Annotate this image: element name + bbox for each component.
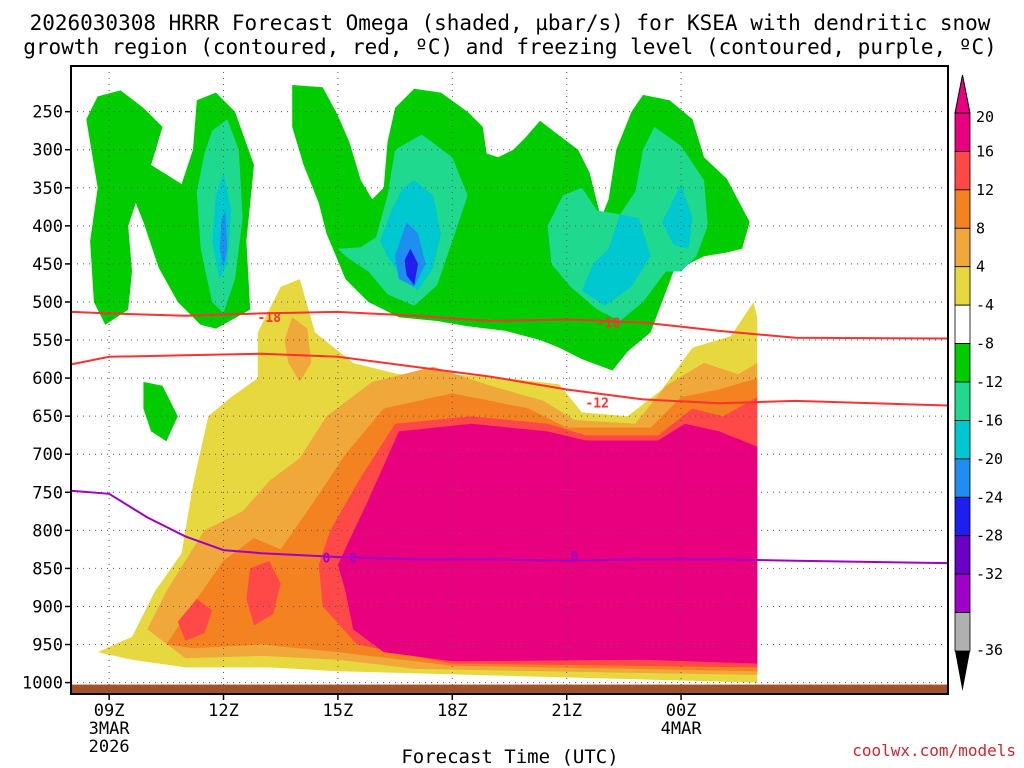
colorbar-label-4: 4 <box>976 258 985 276</box>
chart-title-line-2: growth region (contoured, red, ºC) and f… <box>23 35 997 59</box>
x-tick-sublabel-00Z: 4MAR <box>661 719 703 739</box>
x-tick-sublabel-09Z: 3MAR <box>89 719 131 739</box>
y-tick-label-700: 700 <box>32 445 63 465</box>
omega-region-m20 <box>219 210 228 268</box>
omega-region-m16 <box>662 184 693 249</box>
x-tick-label-18Z: 18Z <box>437 701 468 721</box>
colorbar-segment-1 <box>954 151 971 191</box>
colorbar-label-11: -28 <box>976 527 1003 545</box>
y-tick-label-800: 800 <box>32 521 63 541</box>
contour-label-2: -12 <box>585 396 608 411</box>
contour-dendritic-growth-upper <box>71 310 948 340</box>
plot-area: -18 -18 -12 0 0 0 <box>70 65 949 695</box>
y-tick-label-650: 650 <box>32 407 63 427</box>
colorbar-label-3: 8 <box>976 219 985 237</box>
x-tick-label-00Z: 00Z <box>666 701 697 721</box>
colorbar-segment-2 <box>954 189 971 229</box>
colorbar-segment-6 <box>954 343 971 383</box>
colorbar-segment-10 <box>954 496 971 537</box>
omega-region-8 <box>284 317 312 382</box>
contour-freezing-level <box>71 489 948 565</box>
y-axis: 250 300 350 400 450 500 550 600 650 700 750 800 850 9… <box>22 103 71 694</box>
colorbar-label-6: -8 <box>976 335 994 353</box>
y-tick-label-350: 350 <box>32 179 63 199</box>
omega-region-16 <box>177 598 213 641</box>
y-tick-label-900: 900 <box>32 597 63 617</box>
contour-label-3: 0 <box>323 552 331 567</box>
omega-region-20 <box>337 423 758 664</box>
colorbar-label-2: 12 <box>976 181 994 199</box>
contour-label-4: 0 <box>349 552 357 567</box>
colorbar-label-8: -16 <box>976 411 1003 429</box>
x-axis-label: Forecast Time (UTC) <box>401 746 618 768</box>
omega-region-m8 <box>143 381 178 442</box>
y-tick-label-450: 450 <box>32 255 63 275</box>
colorbar-label-5: -4 <box>976 296 994 314</box>
y-tick-label-850: 850 <box>32 559 63 579</box>
y-tick-label-500: 500 <box>32 293 63 313</box>
omega-region-m24 <box>404 248 418 286</box>
colorbar-segment-13 <box>954 612 971 652</box>
chart-title-line-1: 2026030308 HRRR Forecast Omega (shaded, … <box>30 11 991 35</box>
colorbar-label-7: -12 <box>976 373 1003 391</box>
y-tick-label-950: 950 <box>32 636 63 656</box>
x-tick-label-21Z: 21Z <box>551 701 582 721</box>
omega-region-m16 <box>581 214 651 306</box>
colorbar-segment-4 <box>954 266 971 306</box>
colorbar-segment-0 <box>954 112 971 152</box>
contour-label-5: 0 <box>570 550 578 565</box>
omega-region-16 <box>246 560 281 626</box>
x-tick-label-09Z: 09Z <box>94 701 125 721</box>
colorbar-label-9: -20 <box>976 450 1003 468</box>
colorbar-segment-12 <box>954 573 971 613</box>
y-tick-label-250: 250 <box>32 103 63 123</box>
colorbar-label-0: 20 <box>976 108 994 126</box>
y-tick-label-300: 300 <box>32 141 63 161</box>
ground-surface <box>71 684 948 694</box>
colorbar-bottom-arrow <box>955 651 970 691</box>
x-tick-label-12Z: 12Z <box>208 701 239 721</box>
colorbar-label-12: -32 <box>976 565 1003 583</box>
y-tick-label-550: 550 <box>32 331 63 351</box>
colorbar-segment-5 <box>954 304 971 344</box>
x-tick-year-09Z: 2026 <box>89 737 130 757</box>
colorbar: 20 16 12 8 4 -4 -8 -12 -16 -20 -24 -28 -32 -36 <box>954 74 1003 691</box>
credit-text: coolwx.com/models <box>852 741 1016 760</box>
colorbar-label-1: 16 <box>976 142 994 160</box>
colorbar-segment-7 <box>954 381 971 421</box>
contour-label-1: -18 <box>597 317 621 332</box>
contour-dendritic-growth-lower <box>71 352 948 407</box>
x-tick-label-15Z: 15Z <box>323 701 354 721</box>
colorbar-segment-11 <box>954 535 971 575</box>
colorbar-label-13: -36 <box>976 641 1003 659</box>
plot-content: -18 -18 -12 0 0 0 <box>71 66 948 694</box>
colorbar-label-10: -24 <box>976 488 1003 506</box>
colorbar-segment-9 <box>954 458 971 498</box>
colorbar-segment-3 <box>954 227 971 268</box>
y-tick-label-400: 400 <box>32 217 63 237</box>
y-tick-label-1000: 1000 <box>22 674 63 694</box>
y-tick-label-750: 750 <box>32 483 63 503</box>
contour-label-0: -18 <box>258 311 282 326</box>
colorbar-top-arrow <box>954 74 971 114</box>
plot-frame <box>70 65 949 695</box>
y-tick-label-600: 600 <box>32 369 63 389</box>
colorbar-segment-8 <box>954 420 971 460</box>
